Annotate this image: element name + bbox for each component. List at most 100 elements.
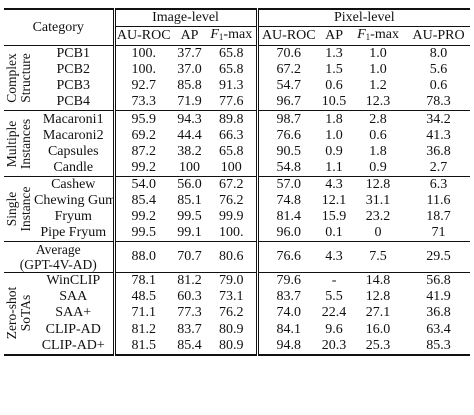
value-cell: 12.8 — [365, 289, 391, 305]
value-cell: 38.2 — [177, 143, 202, 159]
value-cell: 71.9 — [177, 94, 202, 110]
value-cell: 1.8 — [369, 143, 387, 159]
value-cell: 44.4 — [177, 127, 202, 143]
value-cell: 94.8 — [255, 337, 320, 355]
value-cell: 73.1 — [219, 289, 244, 305]
value-cell: 89.8 — [219, 111, 244, 127]
header-row-groups: Category Image-level Pixel-level — [4, 9, 471, 35]
table-row: PCB3 92.7 85.8 91.3 54.7 0.6 1.2 0.6 — [4, 78, 470, 95]
value-cell: 14.8 — [365, 273, 391, 289]
table-row: PCB4 73.3 71.9 77.6 96.7 10.5 12.3 78.3 — [4, 94, 470, 111]
value-cell: 41.9 — [426, 289, 451, 305]
value-cell: 2.7 — [429, 159, 448, 175]
table-row: Macaroni2 69.2 44.4 66.3 76.6 1.0 0.6 41… — [4, 127, 470, 144]
category-cell: PCB3 — [56, 78, 90, 94]
category-cell: Candle — [53, 159, 94, 175]
category-cell: Macaroni1 — [42, 111, 104, 127]
value-cell: 90.5 — [255, 143, 320, 160]
value-cell: 8.0 — [429, 46, 448, 62]
value-cell: 65.8 — [219, 143, 244, 159]
category-cell: PCB4 — [56, 94, 90, 110]
value-cell: 1.0 — [369, 62, 387, 78]
value-cell: 99.5 — [177, 209, 202, 225]
value-cell: 83.7 — [177, 321, 202, 337]
value-cell: 76.6 — [255, 241, 320, 273]
value-cell: 100. — [219, 225, 244, 241]
value-cell: 65.8 — [219, 62, 244, 78]
header-row-metrics: AU-ROC AP F1-max AU-ROC AP F1-max AU-PRO — [4, 26, 470, 46]
category-cell: PCB2 — [56, 62, 90, 78]
value-cell: 74.8 — [255, 192, 320, 210]
value-cell: 98.7 — [255, 110, 320, 128]
value-cell: 0.6 — [429, 78, 448, 94]
value-cell: 88.0 — [112, 241, 173, 273]
table-row: Single Instance Cashew 54.0 56.0 67.2 57.… — [4, 176, 471, 232]
col-header-pixel-auroc: AU-ROC — [255, 26, 320, 46]
value-cell: 0.9 — [325, 143, 343, 159]
group-label-line: Single — [4, 191, 19, 227]
category-header: Category — [32, 19, 84, 35]
category-cell: Pipe Fryum — [40, 225, 107, 241]
group-label-line: Zero-shot — [4, 287, 19, 340]
value-cell: 0 — [374, 225, 382, 241]
average-row: Average (GPT-4V-AD) 88.0 70.7 80.6 76.6 … — [4, 241, 471, 273]
category-cell: Capsules — [47, 143, 99, 159]
value-cell: 79.6 — [255, 272, 320, 290]
visa-results-table: Category Image-level Pixel-level AU-ROC … — [4, 8, 471, 356]
value-cell: 81.2 — [177, 273, 202, 289]
value-cell: 100 — [179, 159, 201, 175]
table-row: Complex Structure PCB1 100. 37.7 65.8 70.… — [4, 45, 471, 103]
value-cell: 67.2 — [219, 176, 244, 192]
value-cell: 22.4 — [321, 305, 347, 321]
value-cell: 0.6 — [325, 78, 343, 94]
value-cell: 15.9 — [321, 209, 347, 225]
table-row: Capsules 87.2 38.2 65.8 90.5 0.9 1.8 36.… — [4, 143, 470, 160]
group-label-line: SoTAs — [18, 295, 33, 332]
value-cell: 1.2 — [369, 78, 387, 94]
value-cell: 57.0 — [255, 176, 320, 193]
value-cell: 70.6 — [255, 45, 320, 63]
f-symbol: F — [357, 27, 366, 43]
value-cell: 12.8 — [365, 176, 391, 192]
value-cell: 5.5 — [325, 289, 343, 305]
value-cell: 76.6 — [255, 127, 320, 144]
value-cell: 20.3 — [321, 337, 347, 353]
value-cell: 2.8 — [369, 111, 387, 127]
value-cell: 81.2 — [112, 321, 173, 338]
table-row: SAA 48.5 60.3 73.1 83.7 5.5 12.8 41.9 — [4, 289, 470, 306]
value-cell: 80.9 — [219, 337, 244, 353]
value-cell: 10.5 — [321, 94, 347, 110]
method-cell: CLIP-AD+ — [41, 337, 105, 353]
value-cell: 36.8 — [426, 143, 451, 159]
value-cell: 41.3 — [426, 127, 451, 143]
value-cell: 65.8 — [219, 46, 244, 62]
value-cell: 99.2 — [112, 209, 173, 226]
table-row: Pipe Fryum 99.5 99.1 100. 96.0 0.1 0 71 — [4, 225, 470, 242]
group-label-line: Instance — [18, 186, 33, 232]
max-suffix: -max — [370, 27, 399, 43]
value-cell: 0.1 — [325, 225, 343, 241]
value-cell: 79.0 — [219, 273, 244, 289]
value-cell: 96.0 — [255, 225, 320, 242]
average-label-line1: Average — [35, 242, 81, 258]
value-cell: 31.1 — [365, 192, 391, 208]
value-cell: 56.0 — [177, 176, 202, 192]
value-cell: 78.3 — [426, 94, 451, 110]
value-cell: 1.0 — [325, 127, 343, 143]
value-cell: 12.1 — [321, 192, 347, 208]
value-cell: 70.7 — [177, 249, 202, 265]
value-cell: 71 — [431, 225, 446, 241]
value-cell: 99.9 — [219, 209, 244, 225]
value-cell: 73.3 — [112, 94, 173, 111]
image-level-header: Image-level — [112, 9, 258, 28]
value-cell: 85.4 — [112, 192, 173, 210]
value-cell: 69.2 — [112, 127, 173, 144]
max-suffix: -max — [223, 27, 253, 43]
value-cell: 81.4 — [255, 209, 320, 226]
value-cell: 91.3 — [219, 78, 244, 94]
col-header-image-f1max: F1-max — [207, 27, 257, 46]
value-cell: 94.3 — [177, 111, 202, 127]
value-cell: 11.6 — [426, 192, 451, 208]
value-cell: 85.4 — [177, 337, 202, 353]
value-cell: 76.2 — [219, 305, 244, 321]
